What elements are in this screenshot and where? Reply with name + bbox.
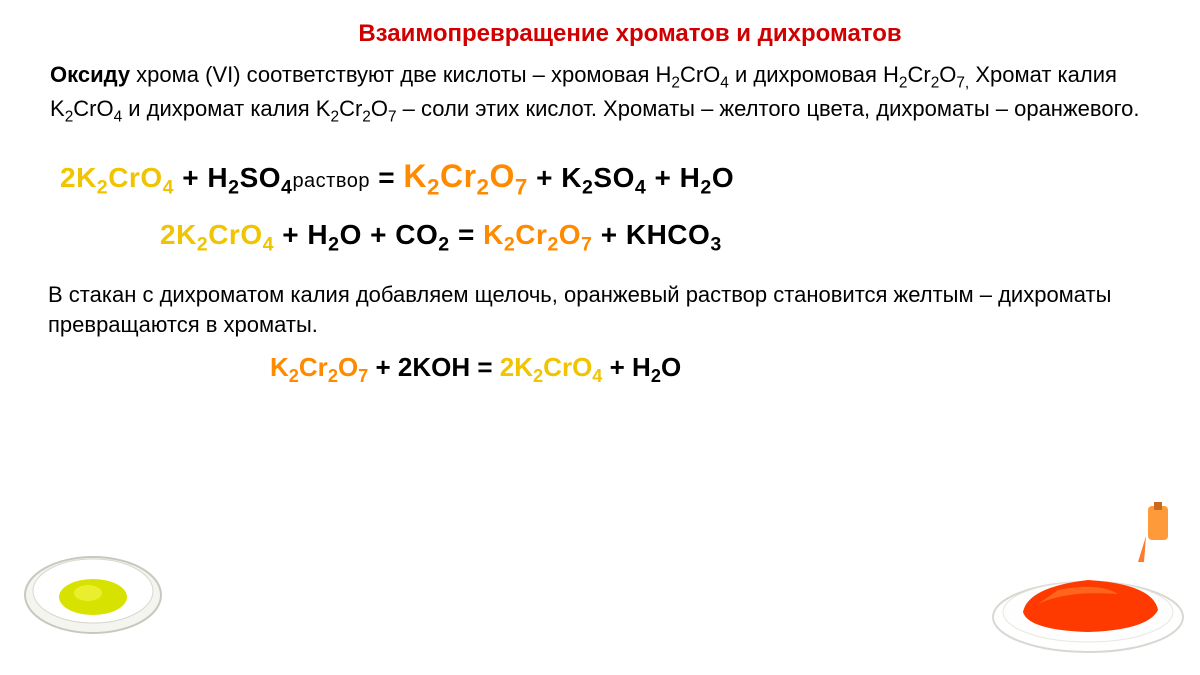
chromate-dish-image <box>18 525 168 645</box>
eq1-plus3: + H <box>646 162 700 193</box>
sub: 2 <box>228 177 239 199</box>
sub: 2 <box>362 109 371 126</box>
equation-1: 2K2CrO4 + H2SO4раствор = K2Cr2O7 + K2SO4… <box>40 158 1160 200</box>
paragraph-2: В стакан с дихроматом калия добавляем ще… <box>40 280 1160 339</box>
sub: 2 <box>328 233 339 255</box>
intro-t11: – соли этих кислот. Хроматы – желтого цв… <box>397 96 1140 121</box>
eq1-h2o: O <box>712 162 734 193</box>
eq1-product-dichromate: K2Cr2O7 <box>403 158 527 194</box>
intro-paragraph: Оксиду хрома (VI) соответствуют две кисл… <box>40 60 1160 128</box>
eq2-h2o-co2: O + CO <box>340 219 439 250</box>
sub: 2 <box>931 74 940 91</box>
intro-t9: Cr <box>339 96 362 121</box>
intro-t5: O <box>939 62 956 87</box>
eq3-koh: + 2KOH = <box>368 352 500 382</box>
equation-block: 2K2CrO4 + H2SO4раствор = K2Cr2O7 + K2SO4… <box>40 158 1160 256</box>
sub: 3 <box>710 233 721 255</box>
sub: 4 <box>720 74 729 91</box>
intro-t1: хрома (VI) соответствуют две кислоты – х… <box>130 62 671 87</box>
sub: 2 <box>438 233 449 255</box>
sub: 4 <box>281 177 292 199</box>
eq2-plus1: + H <box>274 219 328 250</box>
sub: 2 <box>700 177 711 199</box>
eq2-equals: = <box>450 219 483 250</box>
intro-t4: Cr <box>907 62 930 87</box>
slide-title: Взаимопревращение хроматов и дихроматов <box>40 20 1160 48</box>
sub: 2 <box>582 177 593 199</box>
eq2-reagent-chromate: 2K2CrO4 <box>160 219 274 250</box>
eq2-plus2: + KHCO <box>592 219 710 250</box>
eq1-equals: = <box>370 162 403 193</box>
eq1-k2so4: SO <box>593 162 634 193</box>
sub: 2 <box>671 74 680 91</box>
eq1-plus2: + K <box>528 162 582 193</box>
sub: 4 <box>114 109 123 126</box>
eq1-plus1: + H <box>174 162 228 193</box>
intro-t3: и дихромовая H <box>729 62 899 87</box>
sub: 2 <box>65 109 74 126</box>
intro-t8: и дихромат калия K <box>122 96 330 121</box>
eq1-solution-label: раствор <box>292 170 370 192</box>
eq3-product-chromate: 2K2CrO4 <box>500 352 603 382</box>
intro-t7: CrO <box>73 96 113 121</box>
eq2-product-dichromate: K2Cr2O7 <box>483 219 592 250</box>
intro-t2: CrO <box>680 62 720 87</box>
sub: 7 <box>388 109 397 126</box>
intro-t10: O <box>371 96 388 121</box>
sub: 4 <box>635 177 646 199</box>
equation-2: 2K2CrO4 + H2O + CO2 = K2Cr2O7 + KHCO3 <box>40 219 1160 257</box>
sub: 7, <box>956 74 969 91</box>
sub: 2 <box>331 109 340 126</box>
eq1-reagent-chromate: 2K2CrO4 <box>60 162 174 193</box>
eq3-h2o: O <box>661 352 681 382</box>
sub: 2 <box>651 366 661 386</box>
equation-3: K2Cr2O7 + 2KOH = 2K2CrO4 + H2O <box>40 352 1160 387</box>
intro-bold: Оксиду <box>50 62 130 87</box>
eq3-plus: + H <box>602 352 650 382</box>
eq1-so4: SO <box>240 162 281 193</box>
dichromate-dish-image <box>978 502 1188 657</box>
eq3-reagent-dichromate: K2Cr2O7 <box>270 352 368 382</box>
